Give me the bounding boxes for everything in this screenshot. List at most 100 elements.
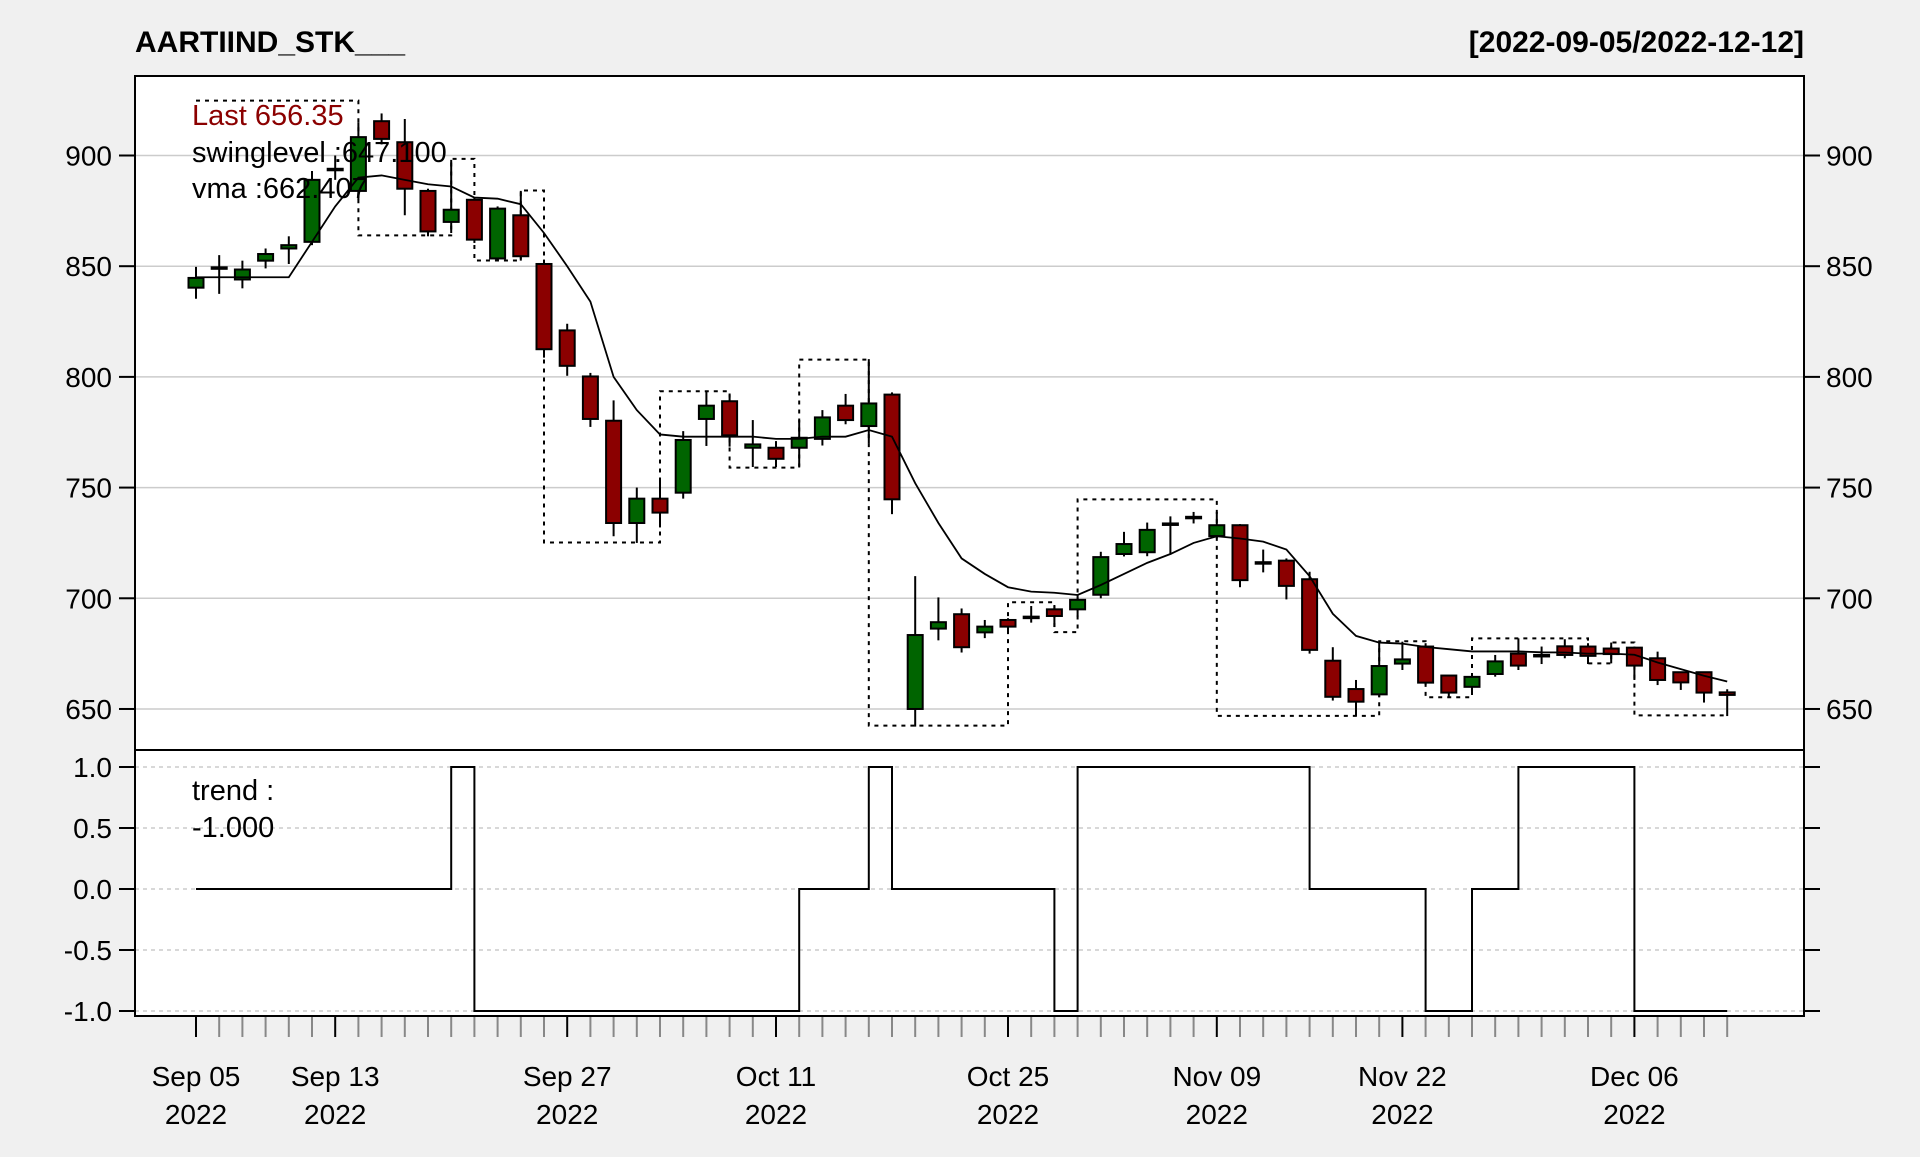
candle (721, 394, 739, 447)
candle-body (906, 634, 924, 710)
trend-panel (135, 750, 1804, 1016)
candle-body (1115, 543, 1133, 556)
candle (1556, 639, 1574, 659)
candle-body (953, 613, 971, 649)
vma-line (196, 174, 1728, 683)
candle (628, 487, 646, 543)
candle-body (558, 329, 576, 367)
x-tick-label-year: 2022 (745, 1099, 807, 1130)
candle-body (257, 253, 275, 262)
candle (790, 420, 808, 467)
candle (929, 597, 947, 641)
price-panel (135, 76, 1804, 750)
candle-body (1092, 556, 1110, 596)
candle (976, 619, 994, 639)
candle-body (976, 625, 994, 634)
candle-body (790, 436, 808, 449)
candle-body (512, 214, 530, 258)
candle (257, 248, 275, 269)
legend-trend-value: -1.000 (192, 812, 274, 844)
candle (512, 190, 530, 261)
candle (813, 410, 831, 446)
candle-body (1370, 665, 1388, 696)
x-tick-label-year: 2022 (1371, 1099, 1433, 1130)
y-tick-label-left: 850 (65, 251, 112, 282)
candle (465, 197, 483, 243)
candle (605, 400, 623, 537)
candle-body (813, 416, 831, 440)
candle-body (1231, 524, 1249, 582)
candle (396, 118, 414, 216)
candles (187, 113, 1736, 727)
candle (953, 608, 971, 653)
candle (581, 372, 599, 427)
candle-body (280, 244, 298, 250)
candle (1347, 679, 1365, 717)
candle-body (419, 189, 437, 233)
candle-body (1718, 691, 1736, 696)
candle-body (883, 393, 901, 501)
candle-body (535, 262, 553, 351)
y-tick-label: 0.5 (73, 813, 112, 844)
y-tick-label-right: 700 (1826, 583, 1873, 614)
candle (233, 260, 251, 289)
candle (280, 236, 298, 264)
vma-series (196, 174, 1728, 683)
candle (1254, 549, 1272, 573)
candle (837, 393, 855, 425)
y-tick-label: -0.5 (64, 935, 112, 966)
candle (1324, 647, 1342, 701)
candle (210, 255, 228, 294)
x-tick-label-year: 2022 (304, 1099, 366, 1130)
candle (1301, 571, 1319, 654)
x-tick-label: Nov 09 (1172, 1061, 1261, 1092)
candle-body (187, 276, 205, 289)
candle (1533, 646, 1551, 665)
x-tick-label: Sep 27 (523, 1061, 612, 1092)
candle (1092, 551, 1110, 599)
x-tick-label: Oct 25 (967, 1061, 1049, 1092)
candle (1718, 689, 1736, 717)
candle-body (581, 375, 599, 420)
candle-body (1486, 660, 1504, 675)
candle (1161, 516, 1179, 555)
candle (1440, 674, 1458, 698)
candle (1463, 673, 1481, 694)
candle-body (326, 167, 344, 172)
candle-body (1556, 645, 1574, 656)
candle-body (929, 621, 947, 630)
candle-body (1022, 615, 1040, 620)
y-tick-label-left: 900 (65, 141, 112, 172)
y-tick-label: 0.0 (73, 874, 112, 905)
candle (558, 323, 576, 376)
candle-body (396, 141, 414, 190)
candle (1069, 594, 1087, 617)
candle-body (1208, 524, 1226, 538)
y-tick-label-right: 900 (1826, 141, 1873, 172)
candle-body (1277, 559, 1295, 587)
x-tick-label-year: 2022 (536, 1099, 598, 1130)
y-tick-label: -1.0 (64, 996, 112, 1027)
candle (883, 392, 901, 515)
candle-body (1254, 561, 1272, 565)
candle-body (628, 497, 646, 525)
candle-body (1463, 675, 1481, 688)
candle-body (860, 402, 878, 428)
candle-body (1672, 671, 1690, 684)
price-y-axis: 650 650 700 700 750 750 800 800 850 850 900 900 (65, 141, 1872, 725)
candle-body (1045, 608, 1063, 617)
chart-title: AARTIIND_STK___ (135, 26, 405, 59)
candle (906, 576, 924, 727)
legend-swinglevel: swinglevel :647.100 (192, 137, 447, 169)
candle (1509, 638, 1527, 671)
candle (1672, 671, 1690, 690)
y-tick-label-right: 850 (1826, 251, 1873, 282)
candle (1393, 641, 1411, 671)
candle (373, 113, 391, 145)
candle-body (674, 438, 692, 494)
legend-last: Last 656.35 (192, 100, 344, 132)
y-tick-label-left: 800 (65, 362, 112, 393)
candle-body (651, 497, 669, 514)
candle-body (1161, 522, 1179, 526)
trend-y-axis: 1.0 0.5 0.0 -0.5 -1.0 (64, 752, 1820, 1027)
